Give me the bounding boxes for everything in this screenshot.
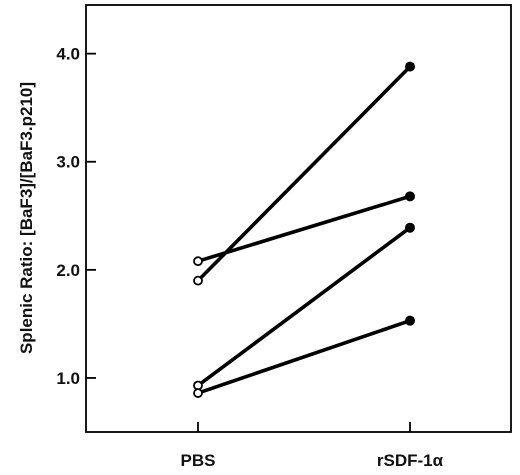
series-line bbox=[196, 64, 412, 283]
y-tick-label: 2.0 bbox=[56, 261, 80, 280]
y-tick-label: 3.0 bbox=[56, 153, 80, 172]
series-points bbox=[193, 61, 415, 398]
rsdf-point bbox=[405, 61, 415, 72]
pbs-point bbox=[193, 275, 203, 286]
x-category-labels: PBS rSDF-1α bbox=[181, 422, 444, 470]
x-category-label: rSDF-1α bbox=[377, 451, 444, 470]
plot-frame bbox=[85, 4, 512, 433]
rsdf-point bbox=[405, 222, 415, 233]
pbs-point bbox=[193, 256, 203, 267]
y-axis-title: Splenic Ratio: [BaF3]/[BaF3.p210] bbox=[17, 82, 36, 354]
series-line bbox=[196, 318, 412, 395]
y-tick-label: 1.0 bbox=[56, 369, 80, 388]
series-line bbox=[196, 225, 412, 388]
series-lines bbox=[196, 64, 412, 395]
y-tick-label: 4.0 bbox=[56, 45, 80, 64]
pbs-point bbox=[193, 388, 203, 398]
rsdf-point bbox=[405, 191, 415, 202]
rsdf-point bbox=[405, 315, 415, 326]
y-ticks: 1.0 2.0 3.0 4.0 bbox=[56, 45, 96, 388]
series-line bbox=[196, 194, 412, 264]
x-category-label: PBS bbox=[181, 451, 216, 470]
